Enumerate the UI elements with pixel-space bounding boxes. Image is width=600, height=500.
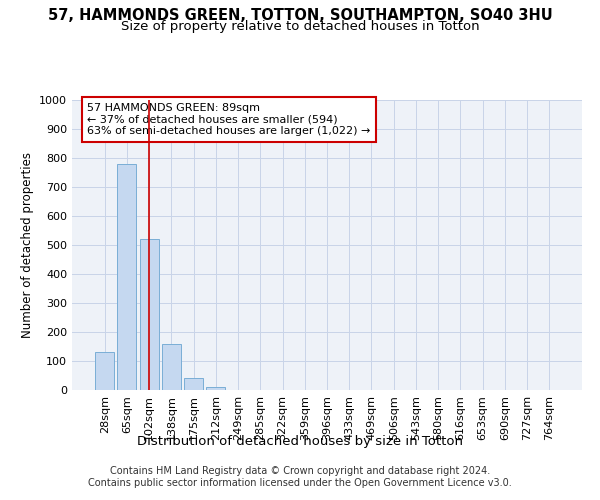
Text: Size of property relative to detached houses in Totton: Size of property relative to detached ho… [121, 20, 479, 33]
Bar [95, 352, 114, 390]
Y-axis label: Number of detached properties: Number of detached properties [20, 152, 34, 338]
Bar [162, 344, 181, 390]
Text: 57, HAMMONDS GREEN, TOTTON, SOUTHAMPTON, SO40 3HU: 57, HAMMONDS GREEN, TOTTON, SOUTHAMPTON,… [47, 8, 553, 22]
Bar [118, 164, 136, 390]
Text: 57 HAMMONDS GREEN: 89sqm
← 37% of detached houses are smaller (594)
63% of semi-: 57 HAMMONDS GREEN: 89sqm ← 37% of detach… [88, 103, 371, 136]
Bar [206, 386, 225, 390]
Bar [184, 378, 203, 390]
Bar [140, 238, 158, 390]
Text: Distribution of detached houses by size in Totton: Distribution of detached houses by size … [137, 435, 463, 448]
Text: Contains HM Land Registry data © Crown copyright and database right 2024.
Contai: Contains HM Land Registry data © Crown c… [88, 466, 512, 487]
